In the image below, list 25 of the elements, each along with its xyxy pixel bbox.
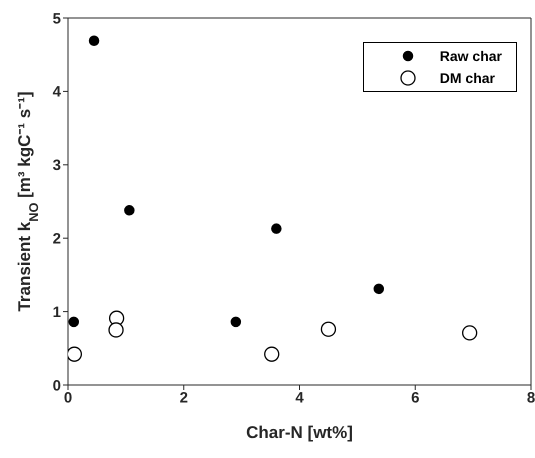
- point: [271, 223, 282, 234]
- point: [462, 325, 478, 341]
- x-tick-label: 0: [64, 390, 72, 407]
- x-axis-title: Char-N [wt%]: [246, 423, 353, 442]
- point: [230, 316, 242, 328]
- point: [88, 36, 100, 46]
- point: [108, 322, 124, 338]
- x-tick-label: 4: [295, 390, 304, 407]
- x-tick-label: 2: [180, 390, 188, 407]
- point: [264, 346, 280, 362]
- x-tick-label: 6: [411, 390, 420, 407]
- point: [68, 316, 80, 328]
- y-tick-label: 0: [52, 377, 61, 394]
- y-tick-label: 1: [52, 304, 61, 321]
- y-tick-label: 5: [52, 10, 61, 28]
- y-tick-label: 4: [52, 84, 62, 101]
- point: [68, 346, 82, 362]
- point: [124, 205, 135, 216]
- x-tick-label: 8: [526, 390, 535, 407]
- y-tick-label: 2: [52, 230, 61, 248]
- y-tick-label: 3: [52, 157, 61, 174]
- legend-label: Raw char: [440, 48, 502, 64]
- point: [320, 322, 336, 337]
- legend-label: DM char: [440, 70, 495, 86]
- point: [374, 284, 384, 294]
